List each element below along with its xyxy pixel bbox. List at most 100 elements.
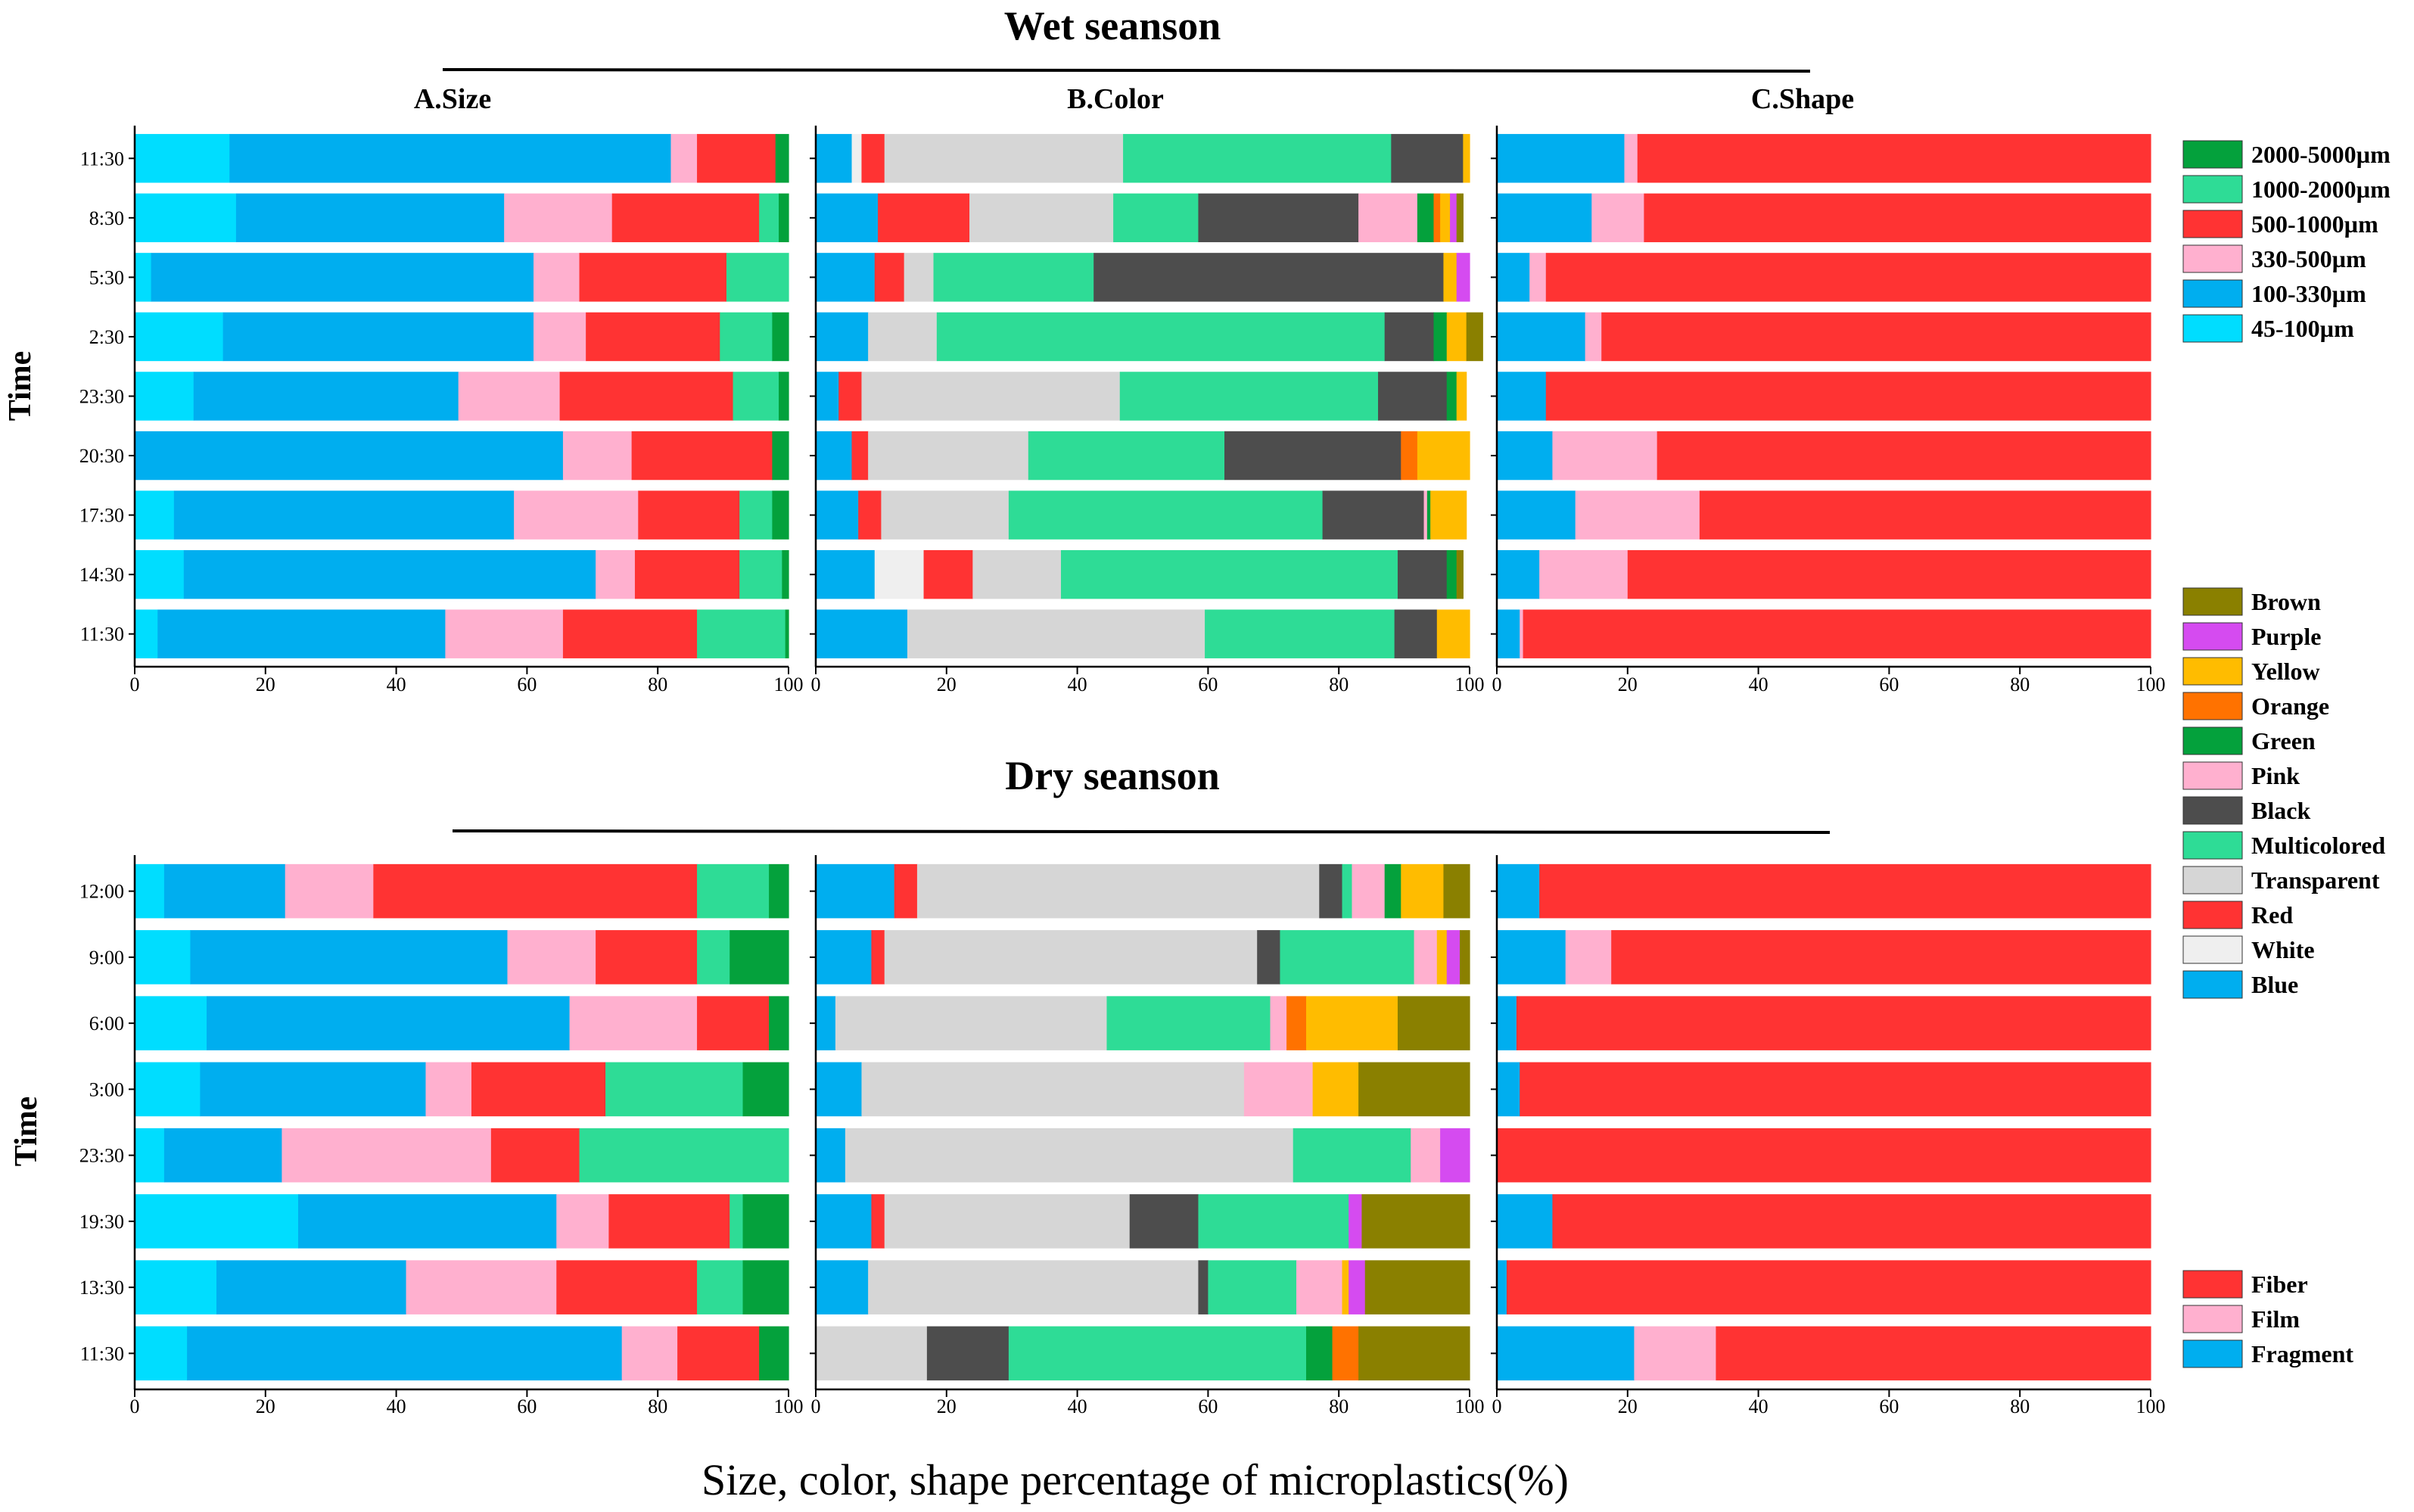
bar-segment-wet-shape-3-fiber xyxy=(1601,312,2151,362)
wet-shape-panel: 0 20 40 60 80 100 xyxy=(1491,126,2166,695)
legend-swatch-blue xyxy=(2182,970,2243,999)
y-tick-label: 6:00 xyxy=(89,1013,124,1034)
x-tick-label: 20 xyxy=(1618,674,1638,695)
bar-segment-wet-shape-8-fiber xyxy=(1523,609,2151,658)
bar-segment-wet-size-2-1000-2000-m xyxy=(726,253,789,302)
bar-segment-wet-color-1-purple xyxy=(1450,193,1457,243)
bar-segment-dry-size-1-45-100-m xyxy=(135,930,191,985)
x-tick-label: 0 xyxy=(1492,1395,1502,1417)
bar-segment-dry-color-1-blue xyxy=(816,930,873,985)
bar-segment-wet-size-8-2000-5000-m xyxy=(785,609,789,658)
bar-segment-dry-shape-4-fiber xyxy=(1497,1128,2151,1183)
bar-segment-dry-size-2-100-330-m xyxy=(207,996,571,1050)
x-tick-label: 60 xyxy=(1198,674,1218,695)
bar-segment-wet-shape-2-film xyxy=(1529,253,1547,302)
x-tick-label: 60 xyxy=(1879,674,1899,695)
bar-segment-wet-color-4-red xyxy=(838,372,863,421)
bar-segment-dry-size-6-100-330-m xyxy=(216,1260,407,1314)
legend-label: 2000-5000µm xyxy=(2251,141,2391,168)
bar-segment-dry-size-4-330-500-m xyxy=(282,1128,492,1183)
bar-segment-dry-size-2-45-100-m xyxy=(135,996,207,1050)
bar-segment-dry-color-0-blue xyxy=(816,863,895,919)
bar-segment-wet-color-0-red xyxy=(861,134,885,183)
legend-swatch-green xyxy=(2182,726,2243,755)
bar-segment-wet-size-8-45-100-m xyxy=(135,609,158,658)
x-tick-label: 20 xyxy=(256,674,275,695)
legend-swatch-red xyxy=(2182,901,2243,929)
bar-segment-wet-shape-3-film xyxy=(1585,312,1602,362)
legend-label: Blue xyxy=(2251,971,2298,998)
legend-label: 500-1000µm xyxy=(2251,210,2378,238)
bar-segment-wet-size-2-100-330-m xyxy=(151,253,534,302)
global-x-axis-label: Size, color, shape percentage of micropl… xyxy=(701,1455,1569,1504)
bar-segment-dry-size-5-45-100-m xyxy=(135,1194,299,1249)
bar-segment-dry-color-7-brown xyxy=(1358,1326,1470,1381)
bar-segment-dry-shape-1-fiber xyxy=(1611,930,2151,985)
bar-segment-wet-shape-0-fiber xyxy=(1637,134,2151,183)
bar-segment-dry-color-0-yellow xyxy=(1401,863,1445,919)
bar-segment-wet-color-6-blue xyxy=(816,490,859,540)
bar-segment-wet-size-2-330-500-m xyxy=(534,253,580,302)
bar-segment-dry-shape-1-fragment xyxy=(1497,930,1566,985)
bar-segment-wet-size-0-45-100-m xyxy=(135,134,230,183)
bar-segment-dry-color-3-transparent xyxy=(861,1062,1245,1117)
bar-segment-wet-size-3-500-1000-m xyxy=(586,312,720,362)
legend-swatch-fiber xyxy=(2182,1270,2243,1299)
bar-segment-dry-shape-6-fragment xyxy=(1497,1260,1507,1314)
bar-segment-dry-size-6-500-1000-m xyxy=(556,1260,698,1314)
bar-segment-wet-shape-4-fiber xyxy=(1545,372,2151,421)
bar-segment-wet-color-1-pink xyxy=(1358,193,1418,243)
legend-swatch-330-500-m xyxy=(2182,244,2243,273)
bar-segment-wet-shape-8-film xyxy=(1520,609,1524,658)
bar-segment-dry-size-7-100-330-m xyxy=(187,1326,623,1381)
bar-segment-wet-shape-8-fragment xyxy=(1497,609,1520,658)
panel-title-size: A.Size xyxy=(414,83,491,115)
bar-segment-wet-color-7-brown xyxy=(1456,549,1464,599)
bar-segment-dry-color-2-brown xyxy=(1397,996,1470,1050)
bar-segment-wet-size-4-330-500-m xyxy=(458,372,561,421)
panel-title-color: B.Color xyxy=(1067,83,1164,115)
legend-label: Pink xyxy=(2251,762,2300,789)
bar-segment-wet-color-6-yellow xyxy=(1430,490,1467,540)
legend-swatch-white xyxy=(2182,935,2243,964)
y-tick-label: 11:30 xyxy=(80,624,124,646)
bar-segment-wet-size-3-330-500-m xyxy=(534,312,586,362)
bar-segment-wet-color-8-black xyxy=(1394,609,1438,658)
bar-segment-wet-color-1-brown xyxy=(1456,193,1464,243)
bar-segment-dry-shape-5-fiber xyxy=(1552,1194,2151,1249)
bar-segment-dry-color-3-blue xyxy=(816,1062,863,1117)
legend-label: White xyxy=(2251,936,2315,963)
bar-segment-dry-color-5-red xyxy=(871,1194,885,1249)
bar-segment-dry-color-7-transparent xyxy=(816,1326,928,1381)
legend-swatch-black xyxy=(2182,796,2243,825)
legend-label: Black xyxy=(2251,797,2310,824)
bar-segment-wet-color-7-transparent xyxy=(972,549,1062,599)
bar-segment-dry-size-0-100-330-m xyxy=(163,863,286,919)
bar-segment-dry-size-7-330-500-m xyxy=(621,1326,678,1381)
bar-segment-wet-color-1-green xyxy=(1417,193,1435,243)
bar-segment-wet-size-6-500-1000-m xyxy=(638,490,740,540)
bar-segment-dry-size-1-1000-2000-m xyxy=(697,930,730,985)
bar-segment-wet-size-0-100-330-m xyxy=(229,134,672,183)
bar-segment-wet-color-2-blue xyxy=(816,253,876,302)
bar-segment-dry-color-6-purple xyxy=(1349,1260,1366,1314)
x-tick-label: 60 xyxy=(1879,1395,1899,1417)
legend-swatch-transparent xyxy=(2182,866,2243,894)
legend-swatch-fragment xyxy=(2182,1339,2243,1368)
bar-segment-dry-color-4-pink xyxy=(1411,1128,1441,1183)
x-tick-label: 80 xyxy=(648,1395,667,1417)
legend-swatch-45-100-m xyxy=(2182,314,2243,343)
bar-segment-dry-color-7-multicolored xyxy=(1008,1326,1307,1381)
bar-segment-wet-size-6-1000-2000-m xyxy=(739,490,773,540)
bar-segment-dry-color-5-purple xyxy=(1349,1194,1363,1249)
bar-segment-dry-color-3-pink xyxy=(1243,1062,1314,1117)
bar-segment-wet-color-7-green xyxy=(1446,549,1457,599)
bar-segment-wet-shape-1-fragment xyxy=(1497,193,1592,243)
bar-segment-dry-color-1-red xyxy=(871,930,885,985)
bar-segment-wet-color-4-transparent xyxy=(861,372,1121,421)
bar-segment-wet-size-3-100-330-m xyxy=(222,312,534,362)
bar-segment-wet-color-1-blue xyxy=(816,193,879,243)
bar-segment-wet-size-7-2000-5000-m xyxy=(782,549,789,599)
bar-segment-dry-size-3-2000-5000-m xyxy=(742,1062,789,1117)
legend-label: Transparent xyxy=(2251,866,2380,894)
